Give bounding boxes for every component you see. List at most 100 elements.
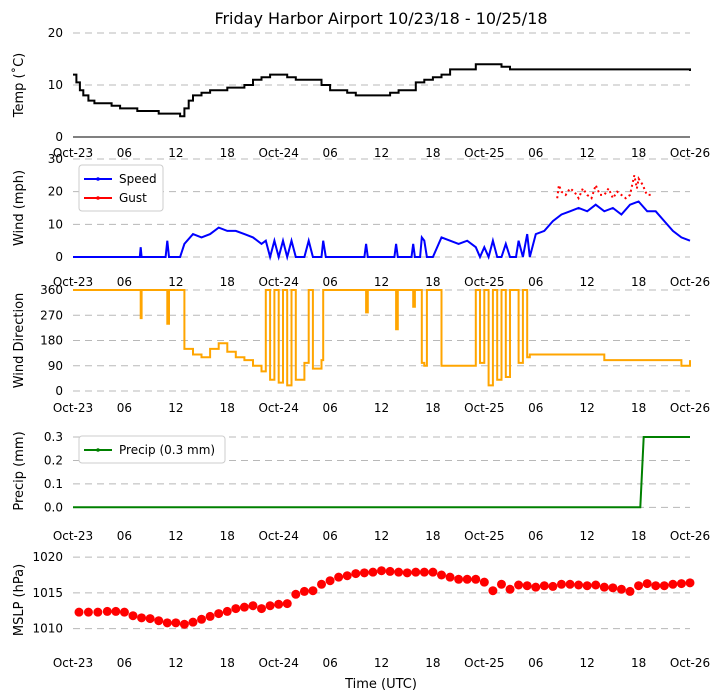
- x-tick-label-wind: Oct-24: [258, 275, 298, 289]
- mslp-point: [74, 607, 84, 617]
- x-tick-label-wind: 18: [425, 275, 440, 289]
- panel-wind: 0 10 20 30 Oct-23 06 12 18 Oct-24 06 12 18 Oct-25 06 1…: [12, 152, 710, 289]
- y-tick-label-precip: 0.1: [44, 477, 63, 491]
- mslp-point: [282, 599, 292, 609]
- x-tick-label-wind: Oct-26: [670, 275, 710, 289]
- mslp-point: [128, 611, 138, 621]
- mslp-point: [659, 581, 669, 591]
- x-tick-label-mslp: 06: [117, 656, 132, 670]
- panel-mslp: 1010 1015 1020 Oct-23 06 12 18 Oct-24 06 12 18 Oct-…: [12, 550, 710, 670]
- x-tick-label-wind: 06: [528, 275, 543, 289]
- y-tick-label-mslp: 1010: [32, 622, 63, 636]
- x-tick-label-dir: 18: [220, 401, 235, 415]
- legend-box-precip: [78, 435, 226, 464]
- series-line-direction: [73, 289, 691, 387]
- x-tick-label-temp: 12: [580, 146, 595, 160]
- mslp-point: [377, 566, 386, 576]
- x-tick-label-wind: 12: [374, 275, 389, 289]
- mslp-point: [565, 579, 575, 589]
- mslp-point: [137, 613, 147, 623]
- x-tick-label-temp: Oct-23: [53, 146, 93, 160]
- x-tick-label-mslp: Oct-25: [464, 656, 504, 670]
- x-tick-label-temp: Oct-24: [258, 146, 298, 160]
- x-tick-label-wind: Oct-23: [53, 275, 93, 289]
- y-tick-label-dir: 180: [40, 334, 63, 348]
- x-tick-label-dir: 12: [374, 401, 389, 415]
- mslp-point: [317, 579, 327, 589]
- mslp-point: [274, 599, 284, 609]
- y-tick-label-temp: 10: [48, 78, 63, 92]
- mslp-point: [368, 567, 378, 577]
- x-tick-label-temp: 12: [168, 146, 183, 160]
- y-tick-label-mslp: 1020: [32, 550, 63, 564]
- mslp-point: [548, 581, 558, 591]
- y-tick-label-mslp: 1015: [32, 586, 63, 600]
- y-tick-label-precip: 0.3: [44, 430, 63, 444]
- panel-dir: 0 90 180 270 360 Oct-23 06 12 18 Oct-24 06 12 18 Oct-…: [12, 283, 710, 415]
- mslp-point: [599, 582, 609, 592]
- x-tick-label-temp: 18: [631, 146, 646, 160]
- mslp-point: [616, 584, 626, 594]
- mslp-point: [205, 611, 215, 621]
- mslp-point: [197, 614, 207, 624]
- mslp-point: [522, 581, 532, 591]
- y-tick-label-dir: 270: [40, 308, 63, 322]
- x-tick-label-dir: 18: [425, 401, 440, 415]
- mslp-point: [239, 602, 249, 612]
- x-tick-label-mslp: 12: [374, 656, 389, 670]
- mslp-point: [634, 581, 644, 591]
- chart-title: Friday Harbor Airport 10/23/18 - 10/25/1…: [214, 9, 547, 28]
- y-tick-label-wind: 10: [48, 217, 63, 231]
- x-tick-label-mslp: Oct-26: [670, 656, 710, 670]
- legend-marker: [96, 177, 100, 181]
- mslp-point: [445, 572, 455, 582]
- mslp-point: [625, 586, 635, 596]
- series-line-gust: [556, 175, 652, 201]
- x-tick-label-dir: Oct-23: [53, 401, 93, 415]
- legend-box-wind: [78, 164, 164, 212]
- mslp-point: [556, 579, 566, 589]
- x-tick-label-temp: 06: [322, 146, 337, 160]
- y-tick-label-wind: 0: [55, 250, 63, 264]
- x-tick-label-mslp: 06: [322, 656, 337, 670]
- x-tick-label-dir: 12: [580, 401, 595, 415]
- x-axis-label: Time (UTC): [344, 677, 417, 692]
- series-line-precip-0-3-mm-: [73, 436, 690, 509]
- mslp-point: [394, 567, 404, 577]
- x-tick-label-wind: 18: [220, 275, 235, 289]
- mslp-point: [685, 578, 695, 588]
- mslp-point: [531, 582, 541, 592]
- x-tick-label-dir: Oct-24: [258, 401, 298, 415]
- mslp-point: [402, 568, 412, 578]
- y-tick-label-wind: 30: [48, 152, 63, 166]
- mslp-point: [325, 576, 335, 586]
- legend-label: Speed: [119, 172, 157, 186]
- mslp-point: [608, 583, 618, 593]
- y-tick-label-precip: 0.2: [44, 453, 63, 467]
- x-tick-label-mslp: 18: [220, 656, 235, 670]
- x-tick-label-temp: 12: [374, 146, 389, 160]
- mslp-point: [291, 589, 301, 599]
- y-axis-label-wind: Wind (mph): [12, 170, 27, 246]
- x-tick-label-dir: 06: [322, 401, 337, 415]
- y-axis-label-dir: Wind Direction: [12, 293, 27, 389]
- mslp-point: [231, 604, 241, 614]
- x-tick-label-precip: Oct-24: [258, 529, 298, 543]
- x-tick-label-precip: 06: [117, 529, 132, 543]
- mslp-point: [539, 581, 549, 591]
- mslp-point: [83, 607, 93, 617]
- x-tick-label-precip: 12: [374, 529, 389, 543]
- x-tick-label-dir: 18: [631, 401, 646, 415]
- x-tick-label-mslp: 12: [168, 656, 183, 670]
- series-line-temp: [73, 63, 691, 118]
- panel-precip: 0.0 0.1 0.2 0.3 Oct-23 06 12 18 Oct-24 06 12 18 Oct-…: [12, 430, 710, 543]
- mslp-point: [222, 606, 232, 616]
- mslp-point: [496, 579, 506, 589]
- x-tick-label-mslp: 12: [580, 656, 595, 670]
- mslp-point: [257, 604, 267, 614]
- mslp-point: [102, 606, 112, 616]
- x-tick-label-wind: 06: [322, 275, 337, 289]
- x-tick-label-wind: 06: [117, 275, 132, 289]
- y-tick-label-precip: 0.0: [44, 500, 63, 514]
- x-tick-label-wind: 12: [580, 275, 595, 289]
